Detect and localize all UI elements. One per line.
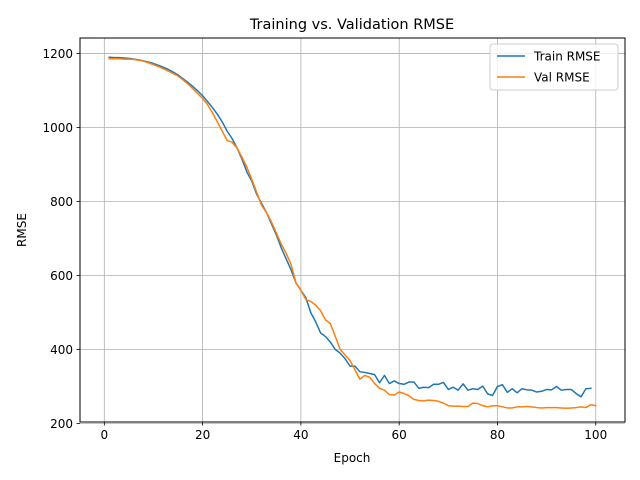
- y-tick-label: 200: [50, 417, 73, 431]
- chart-title: Training vs. Validation RMSE: [249, 17, 454, 33]
- x-tick-label: 20: [195, 428, 210, 442]
- series-line-val: [108, 57, 597, 410]
- legend-label-val: Val RMSE: [534, 71, 590, 85]
- ticks: 0 20 40 60 80 100 200 400 600 800 1000 1200: [42, 47, 607, 442]
- legend-label-train: Train RMSE: [533, 50, 601, 64]
- x-tick-label: 0: [101, 428, 109, 442]
- y-tick-label: 800: [50, 195, 73, 209]
- y-axis-label: RMSE: [15, 213, 29, 247]
- x-axis-label: Epoch: [334, 451, 371, 465]
- legend: Train RMSE Val RMSE: [489, 43, 619, 91]
- series-line-train: [108, 56, 592, 398]
- x-tick-label: 80: [490, 428, 505, 442]
- grid: [80, 38, 625, 424]
- y-tick-label: 1200: [42, 47, 73, 61]
- plot-frame: [79, 37, 626, 423]
- y-tick-label: 400: [50, 343, 73, 357]
- x-tick-label: 100: [584, 428, 607, 442]
- series-layer: [108, 56, 597, 410]
- y-tick-label: 600: [50, 269, 73, 283]
- x-tick-label: 40: [293, 428, 308, 442]
- y-tick-label: 1000: [42, 121, 73, 135]
- x-tick-label: 60: [392, 428, 407, 442]
